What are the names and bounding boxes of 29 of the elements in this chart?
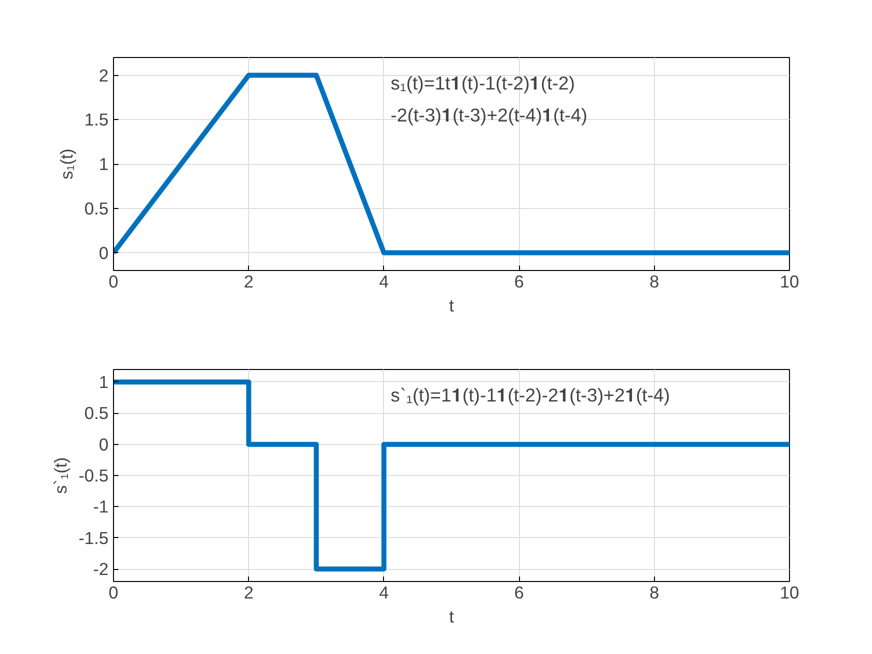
y-tick-label: 2 xyxy=(98,65,109,86)
y-tick-label: 1 xyxy=(98,372,109,392)
x-axis-title: t xyxy=(449,606,454,626)
x-axis-title: t xyxy=(449,296,454,316)
x-tick-label: 8 xyxy=(649,272,660,292)
y-tick-label: 1 xyxy=(98,154,109,174)
y-tick-label: 0.5 xyxy=(84,403,109,424)
x-tick-label: 2 xyxy=(244,582,254,602)
x-tick-label: 6 xyxy=(514,272,524,292)
y-axis-title: s₁(t) xyxy=(56,148,76,180)
y-tick-label: 0 xyxy=(98,434,109,454)
annotation: -2(t-3)𝟏(t-3)+2(t-4)𝟏(t-4) xyxy=(390,104,588,126)
y-tick-label: 1.5 xyxy=(84,110,109,130)
x-tick-label: 6 xyxy=(514,582,524,602)
annotation: s`₁(t)=1𝟏(t)-1𝟏(t-2)-2𝟏(t-3)+2𝟏(t-4) xyxy=(390,384,670,406)
x-tick-label: 4 xyxy=(379,272,390,292)
y-tick-label: -1 xyxy=(93,496,109,517)
x-tick-label: 8 xyxy=(649,582,660,602)
annotation: s₁(t)=1t𝟏(t)-1(t-2)𝟏(t-2) xyxy=(390,72,575,94)
y-tick-label: 0 xyxy=(98,242,109,263)
x-tick-label: 4 xyxy=(379,582,390,602)
x-tick-label: 10 xyxy=(780,272,800,292)
y-tick-label: -2 xyxy=(93,559,109,580)
x-tick-label: 2 xyxy=(244,272,254,292)
y-tick-label: 0.5 xyxy=(84,198,109,218)
y-tick-label: -0.5 xyxy=(78,466,108,486)
x-tick-label: 10 xyxy=(780,582,800,602)
y-axis-title: s`₁(t) xyxy=(50,457,71,494)
y-tick-label: -1.5 xyxy=(78,528,108,548)
